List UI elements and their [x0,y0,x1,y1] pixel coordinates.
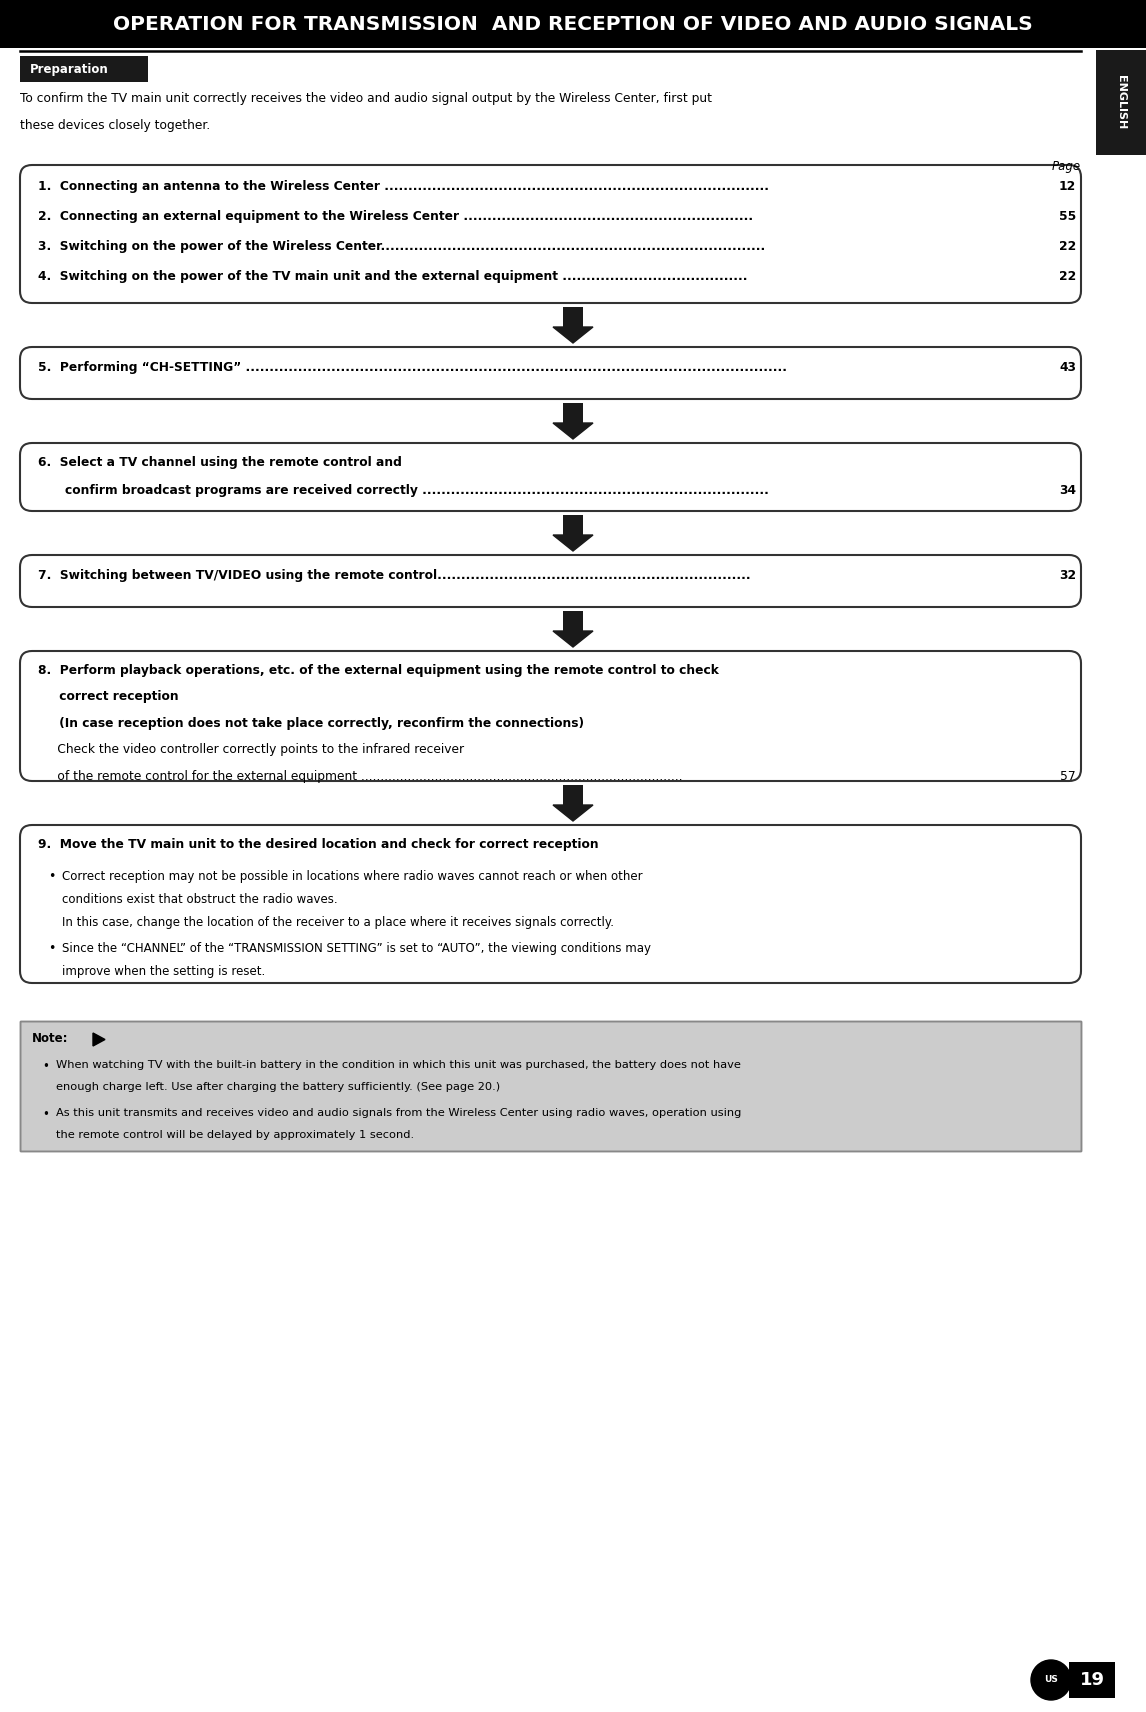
Text: •: • [42,1060,49,1073]
Polygon shape [554,327,592,342]
Text: 19: 19 [1080,1671,1105,1690]
Text: 7.  Switching between TV/VIDEO using the remote control.........................: 7. Switching between TV/VIDEO using the … [38,568,751,582]
Text: ENGLISH: ENGLISH [1116,75,1127,130]
Text: 6.  Select a TV channel using the remote control and: 6. Select a TV channel using the remote … [38,455,402,469]
Text: (In case reception does not take place correctly, reconfirm the connections): (In case reception does not take place c… [38,717,584,729]
Text: 57: 57 [1060,770,1076,782]
Text: 32: 32 [1059,568,1076,582]
Polygon shape [554,534,592,551]
Text: •: • [42,1108,49,1121]
Text: conditions exist that obstruct the radio waves.: conditions exist that obstruct the radio… [62,894,338,906]
Text: 12: 12 [1059,180,1076,193]
Text: 3.  Switching on the power of the Wireless Center...............................: 3. Switching on the power of the Wireles… [38,240,766,253]
Text: Preparation: Preparation [30,63,109,75]
Bar [19,56,148,82]
Text: To confirm the TV main unit correctly receives the video and audio signal output: To confirm the TV main unit correctly re… [19,92,712,104]
Text: As this unit transmits and receives video and audio signals from the Wireless Ce: As this unit transmits and receives vide… [56,1108,741,1118]
Polygon shape [554,805,592,822]
Text: 22: 22 [1059,240,1076,253]
Text: of the remote control for the external equipment ...............................: of the remote control for the external e… [38,770,683,782]
Bar [0,0,1146,48]
Bar [563,515,583,534]
Text: correct reception: correct reception [38,690,179,704]
Text: 43: 43 [1059,361,1076,373]
Text: •: • [48,942,55,955]
Text: these devices closely together.: these devices closely together. [19,120,210,132]
Text: 22: 22 [1059,270,1076,282]
FancyBboxPatch shape [19,348,1081,399]
FancyBboxPatch shape [19,825,1081,983]
Polygon shape [554,423,592,438]
Text: Check the video controller correctly points to the infrared receiver: Check the video controller correctly poi… [38,743,464,757]
Text: improve when the setting is reset.: improve when the setting is reset. [62,966,265,978]
Polygon shape [93,1032,105,1046]
Text: Correct reception may not be possible in locations where radio waves cannot reac: Correct reception may not be possible in… [62,870,643,883]
Bar [563,786,583,805]
FancyBboxPatch shape [19,443,1081,510]
Bar [1096,50,1146,156]
Text: In this case, change the location of the receiver to a place where it receives s: In this case, change the location of the… [62,916,614,930]
FancyBboxPatch shape [19,555,1081,608]
Bar [563,306,583,327]
Text: Since the “CHANNEL” of the “TRANSMISSION SETTING” is set to “AUTO”, the viewing : Since the “CHANNEL” of the “TRANSMISSION… [62,942,651,955]
Text: enough charge left. Use after charging the battery sufficiently. (See page 20.): enough charge left. Use after charging t… [56,1082,500,1092]
Text: 2.  Connecting an external equipment to the Wireless Center ....................: 2. Connecting an external equipment to t… [38,211,753,223]
Circle shape [1031,1661,1072,1700]
Text: 34: 34 [1059,484,1076,496]
Text: US: US [1044,1676,1058,1685]
Text: 1.  Connecting an antenna to the Wireless Center ...............................: 1. Connecting an antenna to the Wireless… [38,180,769,193]
Text: confirm broadcast programs are received correctly ..............................: confirm broadcast programs are received … [65,484,769,496]
FancyBboxPatch shape [19,164,1081,303]
Bar [19,1020,1081,1150]
Polygon shape [554,632,592,647]
Text: 9.  Move the TV main unit to the desired location and check for correct receptio: 9. Move the TV main unit to the desired … [38,837,598,851]
Text: Page: Page [1052,159,1081,173]
Text: 4.  Switching on the power of the TV main unit and the external equipment ......: 4. Switching on the power of the TV main… [38,270,747,282]
Text: 55: 55 [1059,211,1076,223]
Text: Note:: Note: [32,1032,69,1044]
Bar [19,1020,1081,1150]
Bar [563,611,583,632]
Bar [563,402,583,423]
Text: When watching TV with the built-in battery in the condition in which this unit w: When watching TV with the built-in batte… [56,1060,740,1070]
Text: •: • [48,870,55,883]
Bar [1069,1662,1115,1698]
Text: 8.  Perform playback operations, etc. of the external equipment using the remote: 8. Perform playback operations, etc. of … [38,664,719,676]
Text: 5.  Performing “CH-SETTING” ....................................................: 5. Performing “CH-SETTING” .............… [38,361,787,373]
Text: the remote control will be delayed by approximately 1 second.: the remote control will be delayed by ap… [56,1130,414,1140]
FancyBboxPatch shape [19,651,1081,781]
Text: OPERATION FOR TRANSMISSION  AND RECEPTION OF VIDEO AND AUDIO SIGNALS: OPERATION FOR TRANSMISSION AND RECEPTION… [113,14,1033,34]
